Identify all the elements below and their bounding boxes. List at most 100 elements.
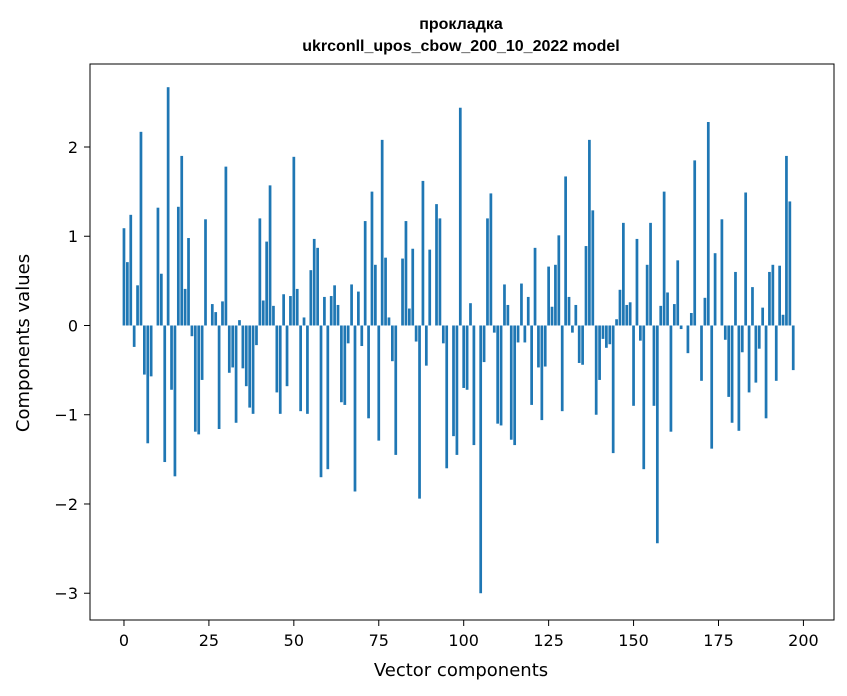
plot-frame: [89, 63, 835, 621]
bar-component-124: [543, 325, 547, 367]
bar-component-177: [723, 325, 727, 340]
bar-component-116: [516, 325, 520, 343]
bar-component-77: [384, 257, 387, 326]
y-tick-label: −1: [54, 406, 78, 425]
bar-component-84: [407, 308, 411, 326]
bar-component-63: [336, 304, 340, 326]
bar-component-156: [652, 325, 656, 406]
bar-component-42: [265, 241, 269, 326]
bar-component-39: [255, 325, 258, 346]
bar-component-75: [377, 325, 381, 441]
y-tick-label: 2: [68, 138, 78, 157]
bar-component-137: [588, 139, 591, 326]
bar-component-108: [489, 193, 493, 326]
bars-group: [122, 87, 795, 594]
bar-component-31: [227, 325, 231, 373]
bar-component-15: [173, 325, 177, 477]
bar-component-183: [744, 192, 748, 326]
bar-component-102: [469, 303, 472, 326]
x-tick-label: 25: [199, 631, 219, 650]
y-tick-label: −3: [54, 584, 78, 603]
bar-component-60: [326, 325, 330, 470]
bar-component-88: [421, 180, 425, 326]
bar-component-3: [132, 325, 136, 347]
bar-component-115: [513, 325, 517, 446]
y-axis-ticks: −3 −2 −1 0 1 2: [54, 138, 90, 603]
bar-component-146: [618, 289, 622, 326]
bar-component-166: [686, 325, 690, 354]
bar-component-16: [176, 206, 180, 326]
y-tick-label: 0: [68, 316, 78, 335]
bar-component-162: [672, 304, 676, 326]
bar-component-196: [788, 201, 792, 326]
bar-component-158: [659, 305, 663, 326]
bar-component-55: [309, 270, 313, 326]
bar-component-6: [143, 325, 146, 375]
bar-component-187: [757, 325, 761, 349]
bar-component-83: [404, 221, 408, 326]
bar-component-36: [244, 325, 248, 387]
bar-component-32: [231, 325, 235, 368]
bar-component-56: [312, 238, 316, 326]
bar-component-111: [499, 325, 503, 426]
bar-component-93: [438, 218, 442, 326]
bar-component-191: [771, 264, 775, 326]
bar-component-157: [655, 325, 659, 544]
bar-component-148: [625, 304, 629, 326]
chart-title-line-1: прокладка: [419, 16, 503, 33]
bar-component-179: [730, 325, 734, 423]
bar-component-47: [282, 294, 285, 326]
bar-component-28: [217, 325, 221, 430]
bar-component-5: [139, 131, 143, 326]
x-tick-label: 0: [119, 631, 129, 650]
bar-component-18: [183, 288, 187, 326]
bar-component-127: [554, 264, 557, 326]
bar-component-153: [642, 325, 646, 470]
bar-component-167: [689, 313, 693, 326]
bar-component-26: [210, 304, 214, 326]
bar-component-128: [557, 235, 561, 326]
bar-component-113: [506, 304, 510, 326]
bar-component-13: [166, 87, 170, 326]
bar-component-197: [791, 325, 795, 371]
bar-component-14: [170, 325, 173, 390]
bar-component-120: [530, 325, 533, 405]
bar-component-99: [458, 107, 462, 326]
bar-component-46: [278, 325, 282, 414]
bar-component-145: [615, 319, 618, 326]
bar-component-112: [503, 284, 506, 326]
bar-component-188: [761, 307, 765, 326]
bar-component-49: [289, 296, 292, 326]
bar-component-109: [492, 325, 496, 333]
bar-component-66: [346, 325, 350, 344]
bar-component-160: [666, 292, 669, 326]
x-tick-label: 150: [618, 631, 649, 650]
bar-component-53: [302, 317, 306, 326]
bar-component-74: [374, 264, 377, 326]
bar-component-80: [394, 325, 398, 455]
bar-component-186: [754, 325, 758, 383]
bar-component-189: [764, 325, 768, 419]
bar-component-43: [268, 185, 272, 326]
bar-component-34: [238, 320, 241, 326]
bar-component-150: [632, 325, 635, 406]
bar-component-185: [751, 287, 754, 326]
bar-component-29: [221, 301, 224, 326]
chart-title-line-2: ukrconll_upos_cbow_200_10_2022 model: [302, 38, 619, 55]
bar-component-82: [401, 258, 404, 326]
bar-component-41: [261, 300, 265, 326]
bar-component-170: [700, 325, 703, 381]
bar-component-141: [601, 325, 605, 339]
bar-component-7: [146, 325, 150, 444]
bar-component-85: [411, 248, 415, 326]
x-tick-label: 125: [533, 631, 564, 650]
bar-component-143: [608, 325, 612, 345]
bar-component-178: [727, 325, 731, 397]
bar-component-122: [537, 325, 540, 368]
bar-component-118: [523, 325, 527, 343]
bar-component-98: [455, 325, 459, 455]
bar-component-27: [214, 312, 218, 326]
x-tick-label: 75: [369, 631, 389, 650]
bar-component-87: [418, 325, 421, 499]
